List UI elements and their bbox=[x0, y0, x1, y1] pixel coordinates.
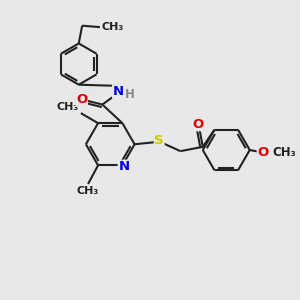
Text: CH₃: CH₃ bbox=[102, 22, 124, 32]
Text: O: O bbox=[192, 118, 203, 131]
Text: S: S bbox=[154, 134, 164, 147]
Text: N: N bbox=[118, 160, 129, 173]
Text: O: O bbox=[257, 146, 268, 159]
Text: H: H bbox=[125, 88, 135, 101]
Text: N: N bbox=[112, 85, 124, 98]
Text: O: O bbox=[76, 93, 87, 106]
Text: CH₃: CH₃ bbox=[56, 102, 79, 112]
Text: CH₃: CH₃ bbox=[273, 146, 296, 159]
Text: CH₃: CH₃ bbox=[77, 186, 99, 196]
